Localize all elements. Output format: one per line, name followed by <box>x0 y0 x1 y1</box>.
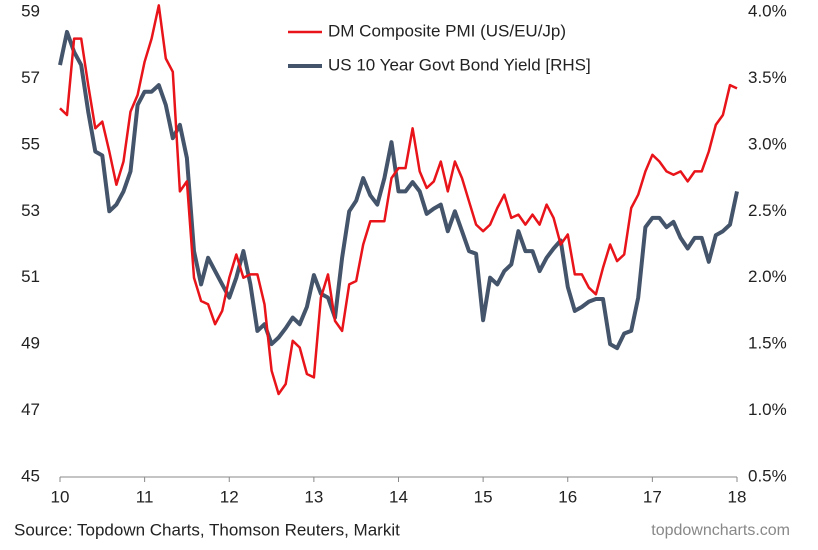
y2-tick-label: 2.0% <box>748 267 787 286</box>
y-tick-label: 51 <box>21 267 40 286</box>
x-tick-label: 13 <box>304 487 323 506</box>
y2-tick-label: 3.5% <box>748 68 787 87</box>
y2-tick-label: 2.5% <box>748 201 787 220</box>
series-line <box>58 29 739 351</box>
series-line <box>59 4 738 396</box>
x-tick-label: 10 <box>51 487 70 506</box>
x-tick-label: 12 <box>220 487 239 506</box>
y2-tick-label: 4.0% <box>748 1 787 20</box>
x-tick-label: 17 <box>643 487 662 506</box>
y2-tick-label: 3.0% <box>748 134 787 153</box>
website: topdowncharts.com <box>651 522 790 539</box>
y-tick-label: 59 <box>21 1 40 20</box>
y-tick-label: 57 <box>21 68 40 87</box>
x-tick-label: 11 <box>136 487 154 506</box>
y-tick-label: 45 <box>21 466 40 485</box>
legend-label: US 10 Year Govt Bond Yield [RHS] <box>328 55 591 74</box>
x-tick-label: 18 <box>728 487 747 506</box>
source: Source: Topdown Charts, Thomson Reuters,… <box>14 520 400 539</box>
y-tick-label: 47 <box>21 400 40 419</box>
x-tick-label: 14 <box>389 487 408 506</box>
y2-tick-label: 0.5% <box>748 466 787 485</box>
y-tick-label: 49 <box>21 334 40 353</box>
y2-tick-label: 1.5% <box>748 334 787 353</box>
y2-tick-label: 1.0% <box>748 400 787 419</box>
legend-label: DM Composite PMI (US/EU/Jp) <box>328 21 566 40</box>
x-tick-label: 16 <box>558 487 577 506</box>
y-tick-label: 53 <box>21 201 40 220</box>
x-tick-label: 15 <box>474 487 493 506</box>
y-tick-label: 55 <box>21 134 40 153</box>
